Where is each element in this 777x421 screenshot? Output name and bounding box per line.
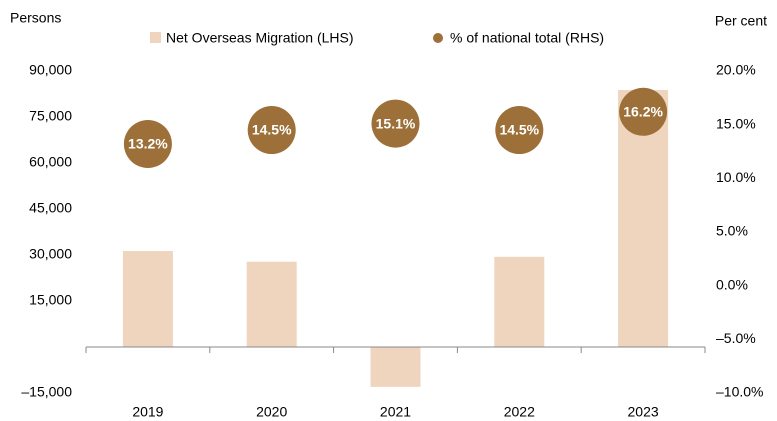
- bar: [246, 261, 297, 347]
- y-tick-label: 15,000: [29, 292, 72, 308]
- bar: [494, 256, 545, 347]
- legend-label: Net Overseas Migration (LHS): [166, 30, 354, 46]
- dot: [495, 106, 544, 155]
- y2-tick-label: –5.0%: [716, 330, 756, 346]
- y2-tick-label: –10.0%: [716, 384, 763, 400]
- dot: [619, 87, 668, 136]
- bar: [122, 251, 173, 347]
- data-label: 13.2%: [128, 136, 168, 152]
- y2-axis-label: Per cent: [715, 13, 767, 29]
- y-axis-label: Persons: [10, 10, 61, 26]
- dot: [123, 119, 172, 168]
- y2-tick-label: 20.0%: [716, 62, 756, 78]
- data-label: 14.5%: [252, 122, 292, 138]
- y-tick-label: 30,000: [29, 246, 72, 262]
- x-tick-label: 2023: [628, 404, 659, 420]
- legend-swatch: [150, 32, 161, 43]
- y2-tick-label: 15.0%: [716, 115, 756, 131]
- dot: [247, 106, 296, 155]
- y-tick-label: 60,000: [29, 154, 72, 170]
- y2-tick-label: 5.0%: [716, 223, 748, 239]
- y-tick-label: 75,000: [29, 108, 72, 124]
- data-label: 15.1%: [376, 115, 416, 131]
- data-label: 16.2%: [623, 103, 663, 119]
- legend-label: % of national total (RHS): [450, 30, 604, 46]
- x-tick-label: 2019: [132, 404, 163, 420]
- legend-swatch: [433, 33, 443, 43]
- dot: [371, 99, 420, 148]
- x-tick-label: 2020: [256, 404, 287, 420]
- x-tick-label: 2022: [504, 404, 535, 420]
- y2-tick-label: 0.0%: [716, 276, 748, 292]
- y-tick-label: –15,000: [21, 384, 72, 400]
- data-label: 14.5%: [499, 122, 539, 138]
- y2-tick-label: 10.0%: [716, 169, 756, 185]
- bar: [370, 347, 421, 387]
- x-tick-label: 2021: [380, 404, 411, 420]
- y-tick-label: 90,000: [29, 62, 72, 78]
- y-tick-label: 45,000: [29, 200, 72, 216]
